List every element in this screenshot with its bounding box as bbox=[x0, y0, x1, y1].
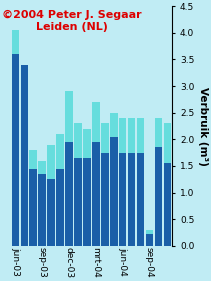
Bar bbox=[101, 153, 109, 246]
Bar bbox=[56, 134, 64, 169]
Bar bbox=[20, 65, 28, 246]
Y-axis label: Verbruik (m³): Verbruik (m³) bbox=[198, 87, 208, 166]
Bar bbox=[119, 153, 126, 246]
Bar bbox=[74, 123, 82, 158]
Bar bbox=[38, 174, 46, 246]
Bar bbox=[30, 169, 37, 246]
Bar bbox=[83, 158, 91, 246]
Bar bbox=[155, 118, 162, 147]
Bar bbox=[128, 118, 135, 153]
Bar bbox=[92, 102, 100, 142]
Bar bbox=[155, 147, 162, 246]
Bar bbox=[74, 158, 82, 246]
Bar bbox=[110, 137, 118, 246]
Bar bbox=[164, 163, 171, 246]
Bar bbox=[65, 142, 73, 246]
Bar bbox=[137, 153, 144, 246]
Bar bbox=[146, 234, 153, 246]
Bar bbox=[164, 123, 171, 163]
Bar bbox=[137, 118, 144, 153]
Bar bbox=[47, 179, 55, 246]
Bar bbox=[92, 142, 100, 246]
Bar bbox=[47, 145, 55, 179]
Text: ©2004 Peter J. Segaar
Leiden (NL): ©2004 Peter J. Segaar Leiden (NL) bbox=[2, 10, 142, 31]
Bar bbox=[128, 153, 135, 246]
Bar bbox=[12, 54, 19, 246]
Bar bbox=[12, 30, 19, 54]
Bar bbox=[56, 169, 64, 246]
Bar bbox=[65, 91, 73, 142]
Bar bbox=[38, 160, 46, 174]
Bar bbox=[83, 129, 91, 158]
Bar bbox=[101, 123, 109, 153]
Bar bbox=[110, 113, 118, 137]
Bar bbox=[119, 118, 126, 153]
Bar bbox=[146, 230, 153, 234]
Bar bbox=[30, 150, 37, 169]
